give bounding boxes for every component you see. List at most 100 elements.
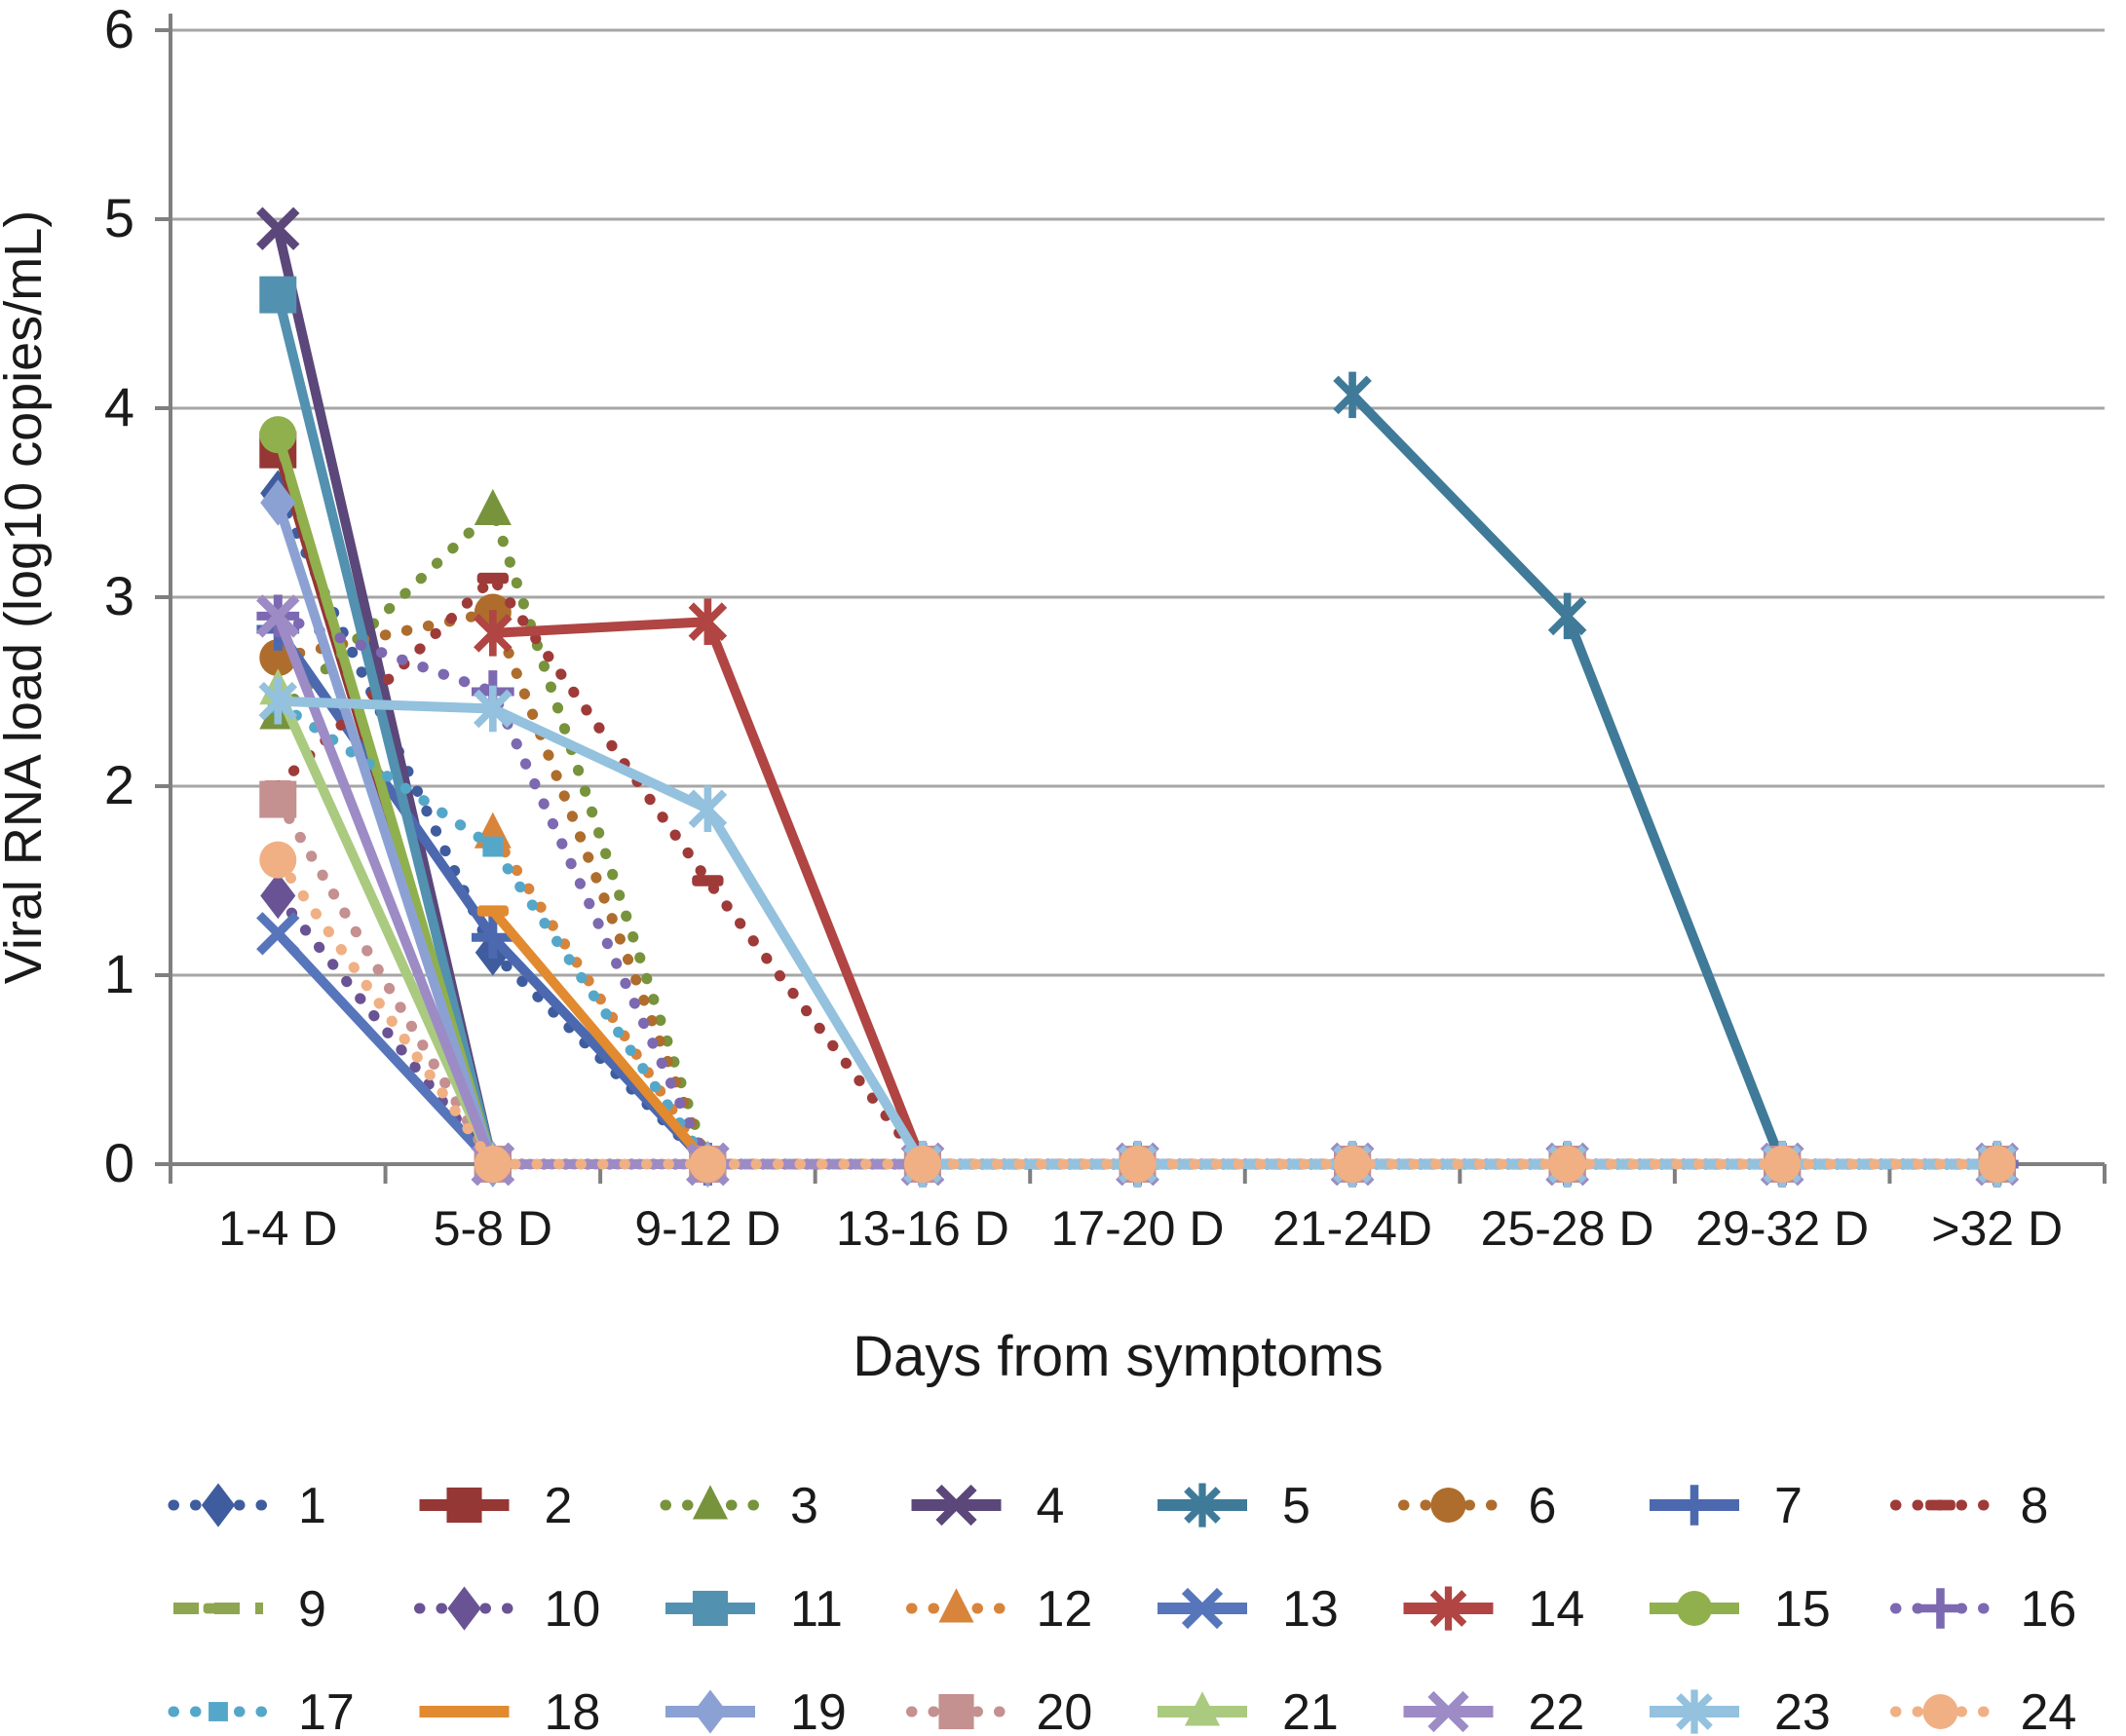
legend-12-triangle-marker [938,1588,974,1623]
legend-14-star-marker [1429,1586,1467,1631]
legend-3-triangle-marker [692,1485,729,1520]
series-3-pt1-triangle-marker [474,488,512,525]
series-20-pt0-square-marker [259,780,297,818]
x-tick-label-1: 5-8 D [434,1201,552,1256]
legend-label-20: 20 [1037,1684,1093,1736]
legend-17-small-square-marker [209,1702,228,1721]
x-tick-label-2: 9-12 D [634,1201,780,1256]
series-line-24 [272,854,2003,1170]
series-5-pt5-star-marker [1333,371,1372,419]
legend-label-7: 7 [1774,1478,1803,1534]
legend-label-17: 17 [298,1684,355,1736]
legend-2-square-marker [446,1487,482,1524]
series-line-8 [272,570,2003,1170]
series-line-6 [272,606,2003,1170]
legend-16-plus-marker [1919,1588,1961,1629]
legend-23-star-marker [1676,1689,1713,1734]
legend-label-14: 14 [1529,1581,1585,1638]
legend-label-19: 19 [790,1684,847,1736]
legend-22-x-marker [1427,1690,1469,1733]
legend-19-diamond-marker [693,1689,728,1734]
legend-label-16: 16 [2021,1581,2077,1638]
y-tick-label-6: 6 [104,0,134,59]
series-23-pt1-star-marker [474,685,513,733]
legend-7-plus-marker [1674,1485,1715,1526]
series-line-10 [272,890,2003,1170]
y-tick-label-1: 1 [104,943,134,1004]
series-14-pt1-star-marker [474,610,513,657]
legend-label-6: 6 [1529,1478,1557,1534]
legend-1-diamond-marker [201,1483,236,1528]
legend-5-star-marker [1184,1483,1221,1528]
y-tick-label-5: 5 [104,187,134,248]
series-5-pt6-star-marker [1547,592,1587,640]
series-4-pt0-x-marker [256,207,300,250]
series-24-pt5-circle-marker [1334,1146,1372,1183]
y-tick-label-3: 3 [104,565,134,626]
series-24-pt3-circle-marker [903,1146,941,1183]
legend-9-dash-marker [203,1603,234,1614]
legend-8-dash-marker [1925,1499,1955,1511]
legend-label-9: 9 [298,1581,326,1638]
legend-10-diamond-marker [447,1586,481,1631]
y-axis-title: Viral RNA load (log10 copies/mL) [0,210,53,984]
legend-label-13: 13 [1282,1581,1339,1638]
series-19-pt0-diamond-marker [260,479,296,526]
legend-6-circle-marker [1430,1487,1466,1524]
legend-11-square-marker [692,1590,729,1627]
legend-label-11: 11 [790,1581,843,1638]
series-8-pt2-dash-marker [692,875,724,887]
legend-21-triangle-marker [1184,1691,1221,1726]
series-line-17 [272,698,2003,1170]
legend-label-24: 24 [2021,1684,2077,1736]
series-7-pt1-plus-marker [471,916,514,960]
legend-18-dash-marker [449,1706,479,1717]
series-24-pt8-circle-marker [1978,1146,2016,1183]
series-line-14 [492,617,1997,1169]
series-line-3 [272,500,2003,1170]
legend-13-x-marker [1181,1587,1224,1630]
series-24-pt0-circle-marker [259,841,297,879]
series-23-pt2-star-marker [688,785,728,833]
y-tick-label-0: 0 [104,1132,134,1193]
series-line-4 [273,227,1997,1169]
series-23-pt0-star-marker [258,677,298,725]
series-24-pt7-circle-marker [1764,1146,1802,1183]
x-tick-label-8: >32 D [1931,1201,2063,1256]
series-line-21 [273,687,1997,1169]
x-tick-label-5: 21-24D [1272,1201,1432,1256]
series-11-pt0-square-marker [259,276,297,314]
series-line-23 [278,696,1997,1169]
legend-4-x-marker [935,1484,977,1527]
legend-label-21: 21 [1282,1684,1339,1736]
legend-15-circle-marker [1676,1590,1713,1627]
series-8-pt1-dash-marker [476,572,509,585]
series-24-pt2-circle-marker [689,1146,727,1183]
legend-label-15: 15 [1774,1581,1831,1638]
series-18-pt1-dash-marker [476,905,509,917]
series-line-22 [273,614,1997,1169]
series-22-pt0-x-marker [256,594,300,638]
legend-label-12: 12 [1037,1581,1093,1638]
x-axis-title: Days from symptoms [853,1325,1384,1388]
legend-label-5: 5 [1282,1478,1310,1534]
legend-label-4: 4 [1037,1478,1065,1534]
series-24-pt6-circle-marker [1548,1146,1586,1183]
series-24-pt4-circle-marker [1119,1146,1157,1183]
x-tick-label-4: 17-20 D [1051,1201,1225,1256]
x-tick-label-7: 29-32 D [1695,1201,1869,1256]
legend-label-1: 1 [298,1478,326,1534]
series-15-pt0-circle-marker [259,416,297,454]
legend-label-22: 22 [1529,1684,1585,1736]
x-tick-label-0: 1-4 D [218,1201,337,1256]
x-tick-label-6: 25-28 D [1481,1201,1654,1256]
series-17-pt1-small-square-marker [482,836,504,857]
legend-24-circle-marker [1922,1693,1958,1730]
legend-label-10: 10 [545,1581,601,1638]
legend-20-square-marker [938,1693,974,1730]
y-tick-label-2: 2 [104,754,134,815]
series-24-pt1-circle-marker [474,1146,512,1183]
x-tick-label-3: 13-16 D [836,1201,1009,1256]
series-14-pt2-star-marker [688,598,728,645]
